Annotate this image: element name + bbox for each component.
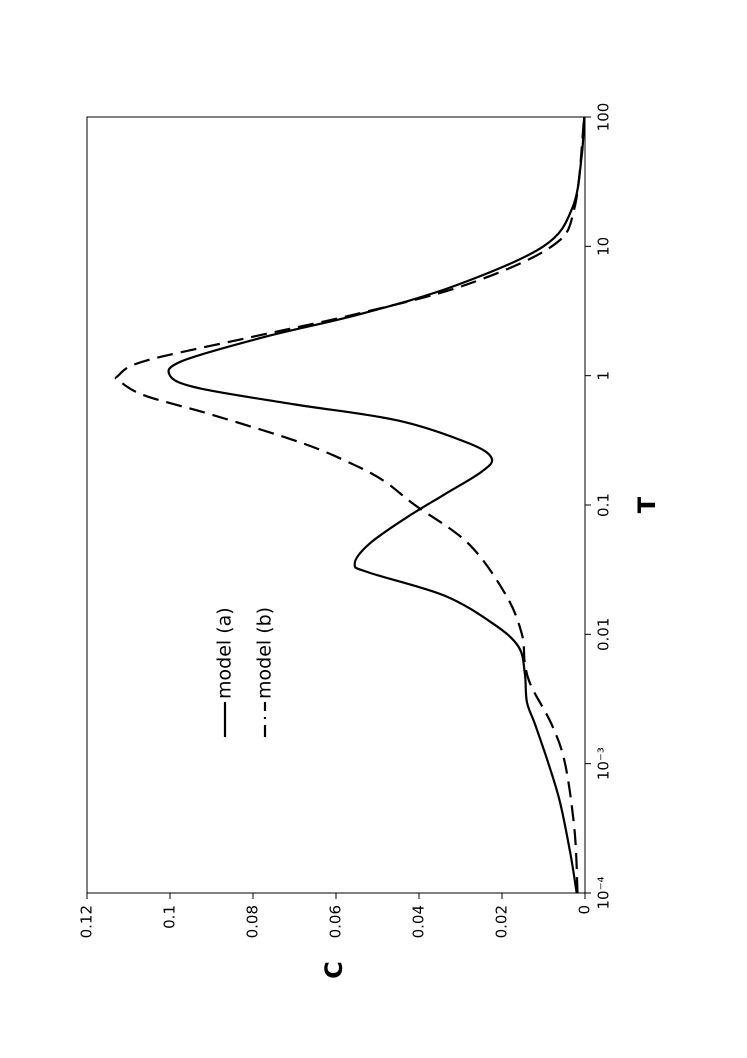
y-tick-label: 0 bbox=[576, 905, 594, 915]
x-tick-label: 10⁻³ bbox=[595, 747, 613, 780]
y-tick-label: 0.04 bbox=[410, 905, 428, 938]
x-tick-label: 10⁻⁴ bbox=[595, 876, 613, 909]
legend-label: model (a) bbox=[214, 607, 236, 699]
legend-label: model (b) bbox=[254, 607, 276, 699]
series-line bbox=[167, 116, 586, 894]
x-tick-label: 1 bbox=[595, 371, 613, 381]
x-tick-label: 100 bbox=[595, 103, 613, 132]
x-tick-label: 0.1 bbox=[595, 493, 613, 517]
x-tick-label: 0.01 bbox=[595, 618, 613, 651]
series-line bbox=[114, 116, 586, 894]
y-tick-label: 0.1 bbox=[161, 905, 179, 929]
x-tick-label: 10 bbox=[595, 237, 613, 256]
y-axis-title: C bbox=[320, 961, 348, 979]
plot-frame bbox=[86, 116, 586, 894]
y-tick-label: 0.06 bbox=[327, 905, 345, 938]
y-tick-label: 0.08 bbox=[244, 905, 262, 938]
y-tick-label: 0.12 bbox=[78, 905, 96, 938]
x-axis-title: T bbox=[633, 496, 661, 513]
y-tick-label: 0.02 bbox=[493, 905, 511, 938]
